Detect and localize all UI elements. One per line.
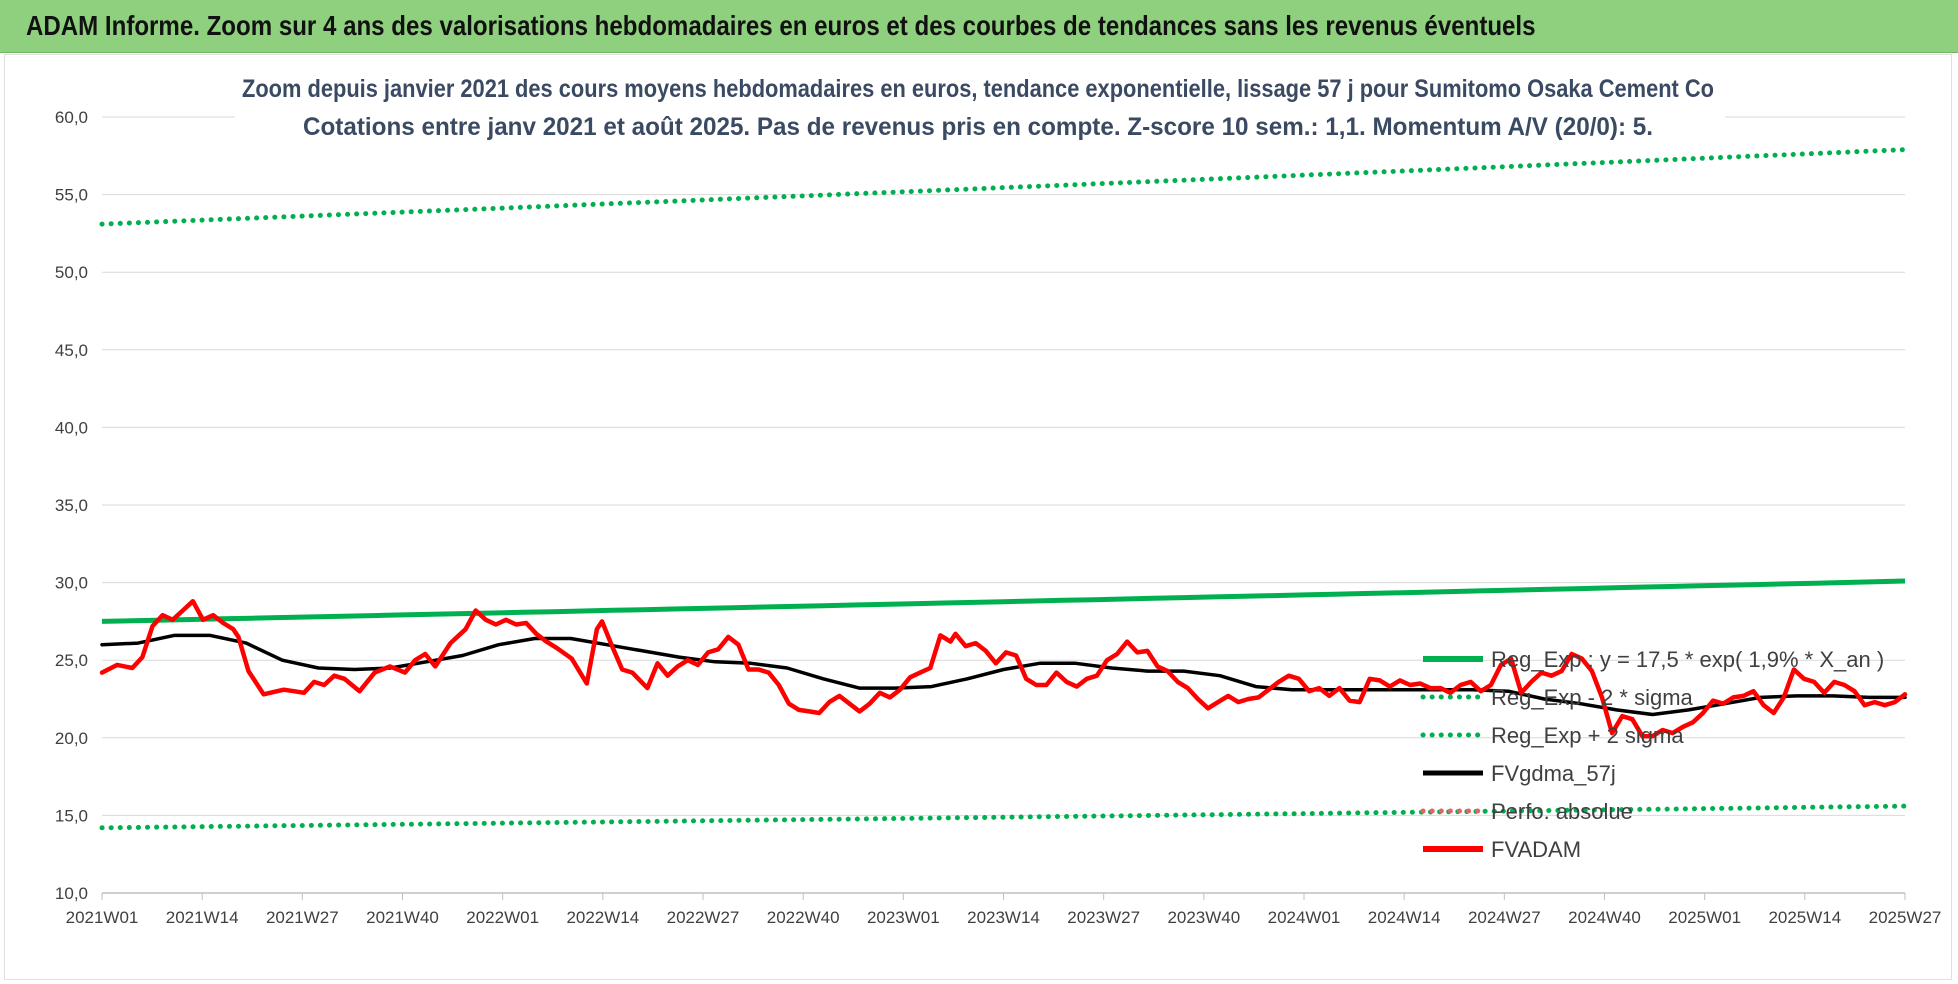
legend-label: Perfo. absolue — [1491, 799, 1633, 824]
x-tick-label: 2023W14 — [967, 908, 1040, 927]
x-tick-label: 2025W14 — [1768, 908, 1841, 927]
chart-title-line: Cotations entre janv 2021 et août 2025. … — [303, 113, 1653, 141]
chart-area: Zoom depuis janvier 2021 des cours moyen… — [4, 54, 1952, 980]
lower-band-line — [99, 803, 1908, 831]
title-background — [235, 71, 1725, 105]
y-tick-label: 50,0 — [55, 263, 88, 282]
reg-exp-line — [101, 578, 1906, 624]
axes: 10,0 15,0 20,0 25,0 30,0 35,0 40,0 45,0 50,0 55,0… — [55, 108, 1941, 927]
legend-label: FVgdma_57j — [1491, 761, 1616, 786]
y-tick-label: 45,0 — [55, 341, 88, 360]
x-tick-label: 2023W01 — [867, 908, 940, 927]
legend-label: Reg_Exp : y = 17,5 * exp( 1,9% * X_an ) — [1491, 647, 1884, 672]
y-tick-label: 55,0 — [55, 186, 88, 205]
y-tick-label: 25,0 — [55, 651, 88, 670]
x-tick-label: 2022W01 — [466, 908, 539, 927]
y-tick-label: 10,0 — [55, 884, 88, 903]
legend-label: Reg_Exp - 2 * sigma — [1491, 685, 1694, 710]
upper-band-line — [99, 147, 1908, 227]
legend-label: Reg_Exp + 2 sigma — [1491, 723, 1684, 748]
series-lines — [99, 147, 1908, 831]
x-tick-label: 2021W27 — [266, 908, 339, 927]
x-tick-label: 2024W40 — [1568, 908, 1641, 927]
x-tick-label: 2022W14 — [566, 908, 639, 927]
x-tick-label: 2024W01 — [1268, 908, 1341, 927]
legend-label: FVADAM — [1491, 837, 1581, 862]
x-tick-label: 2024W14 — [1368, 908, 1441, 927]
trend-chart: Zoom depuis janvier 2021 des cours moyen… — [55, 71, 1941, 927]
y-tick-label: 60,0 — [55, 108, 88, 127]
y-tick-label: 20,0 — [55, 729, 88, 748]
y-tick-label: 15,0 — [55, 806, 88, 825]
x-tick-label: 2022W40 — [767, 908, 840, 927]
x-tick-label: 2022W27 — [667, 908, 740, 927]
chart-title-line: Zoom depuis janvier 2021 des cours moyen… — [242, 75, 1714, 103]
x-tick-label: 2021W40 — [366, 908, 439, 927]
report-title: ADAM Informe. Zoom sur 4 ans des valoris… — [26, 10, 1536, 41]
x-tick-label: 2021W01 — [66, 908, 139, 927]
legend: Reg_Exp : y = 17,5 * exp( 1,9% * X_an ) R… — [1420, 647, 1884, 862]
gridlines — [102, 116, 1905, 894]
x-tick-label: 2024W27 — [1468, 908, 1541, 927]
y-tick-label: 35,0 — [55, 496, 88, 515]
x-tick-label: 2021W14 — [166, 908, 239, 927]
y-tick-label: 30,0 — [55, 574, 88, 593]
x-tick-label: 2025W27 — [1869, 908, 1942, 927]
y-tick-label: 40,0 — [55, 418, 88, 437]
x-tick-label: 2023W40 — [1167, 908, 1240, 927]
x-tick-label: 2025W01 — [1668, 908, 1741, 927]
chart-title: Zoom depuis janvier 2021 des cours moyen… — [235, 71, 1725, 143]
fvadam-line — [99, 598, 1908, 739]
x-tick-label: 2023W27 — [1067, 908, 1140, 927]
report-banner: ADAM Informe. Zoom sur 4 ans des valoris… — [0, 0, 1958, 53]
title-background — [235, 109, 1725, 143]
